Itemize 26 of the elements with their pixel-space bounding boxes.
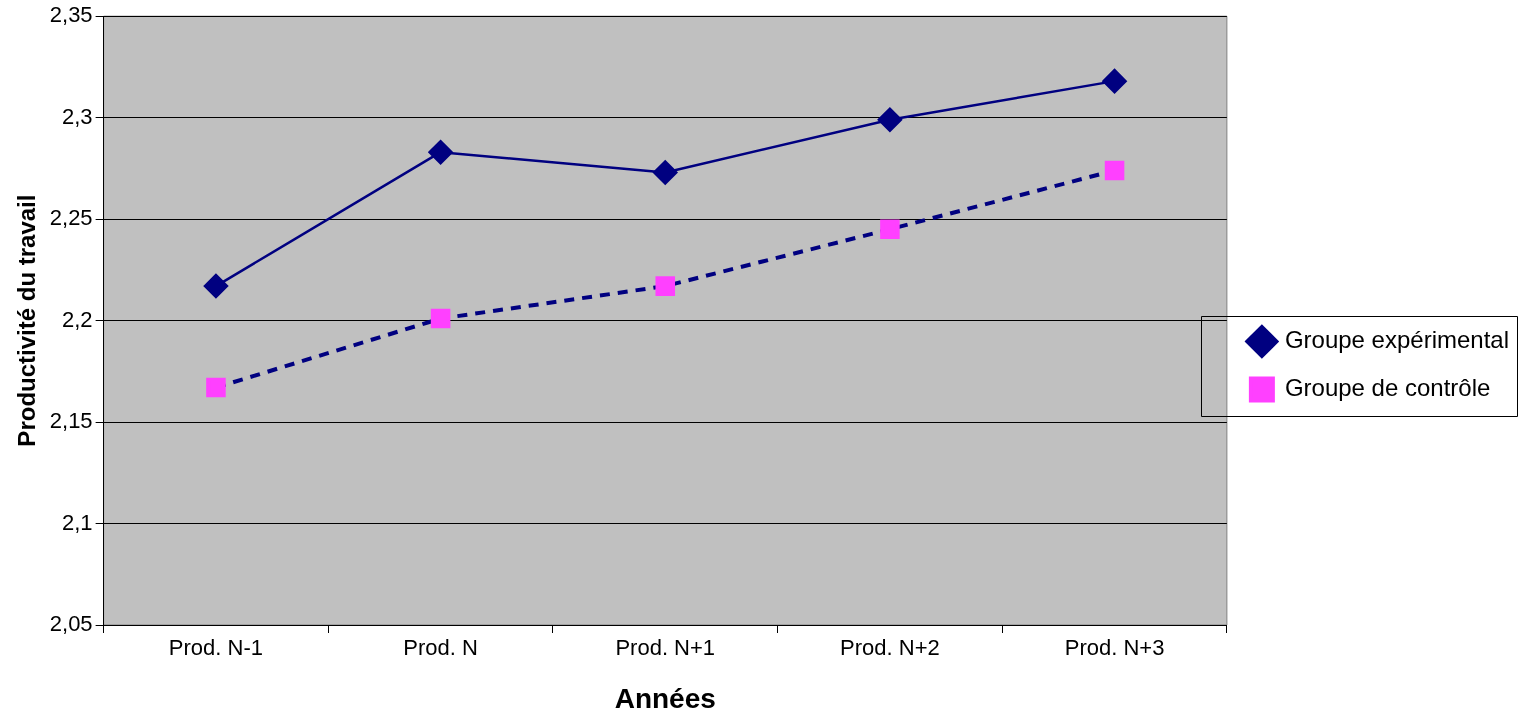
- y-tick-label: 2,2: [62, 306, 93, 332]
- y-tick-label: 2,35: [49, 2, 93, 28]
- y-tick-label: 2,1: [62, 509, 93, 535]
- point: [206, 377, 226, 398]
- y-axis-title: Productivité du travail: [13, 194, 41, 447]
- legend-label: Groupe expérimental: [1284, 326, 1509, 354]
- legend-label: Groupe de contrôle: [1284, 374, 1491, 402]
- point: [880, 219, 900, 240]
- y-tick-label: 2,05: [49, 611, 93, 637]
- y-tick-label: 2,25: [49, 205, 93, 231]
- point: [877, 107, 903, 132]
- point: [428, 139, 453, 165]
- point: [1104, 160, 1125, 181]
- point: [1102, 68, 1127, 94]
- y-tick-label: 2,3: [62, 103, 93, 129]
- point: [653, 160, 678, 185]
- point: [655, 276, 676, 296]
- y-tick-label: 2,15: [49, 408, 93, 434]
- x-tick-label: Prod. N: [403, 635, 478, 661]
- point: [203, 273, 229, 299]
- x-tick-label: Prod. N+1: [615, 635, 716, 661]
- x-tick-label: Prod. N+2: [840, 635, 940, 661]
- point: [430, 308, 451, 329]
- x-axis-title: Années: [614, 682, 716, 714]
- x-tick-label: Prod. N+3: [1064, 635, 1165, 661]
- x-tick-label: Prod. N-1: [168, 635, 264, 661]
